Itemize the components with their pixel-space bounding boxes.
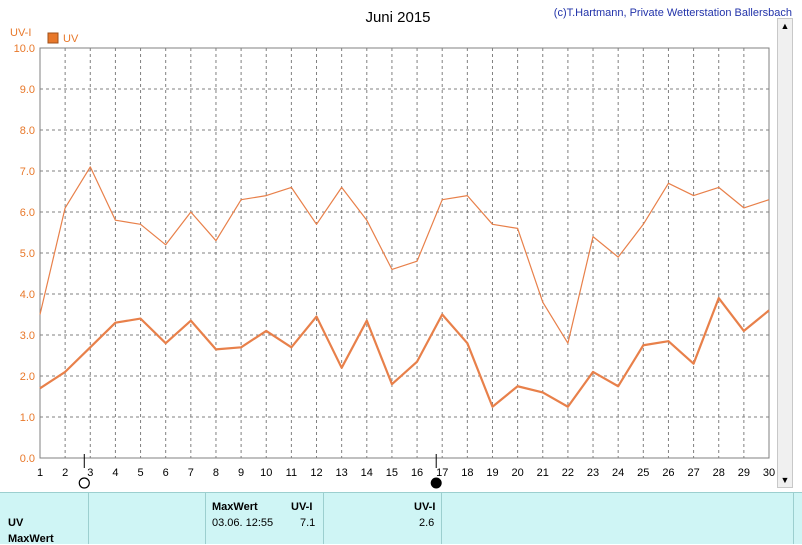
y-axis-ticks: 0.0 1.0 2.0 3.0 4.0 5.0 6.0 7.0 8.0 9.0 10.0 [14,43,35,465]
y-tick-label: 10.0 [14,43,35,55]
x-tick-label: 18 [461,467,473,479]
x-tick-label: 10 [260,467,272,479]
x-tick-label: 9 [238,467,244,479]
x-tick-label: 25 [637,467,649,479]
x-tick-label: 24 [612,467,624,479]
panel-divider [205,493,206,544]
scroll-down-icon[interactable]: ▼ [780,475,790,485]
copyright-text: (c)T.Hartmann, Private Wetterstation Bal… [554,7,792,19]
y-tick-label: 2.0 [20,371,35,383]
x-tick-label: 14 [361,467,373,479]
vertical-scrollbar[interactable]: ▲ ▼ [777,18,793,488]
y-tick-label: 4.0 [20,289,35,301]
y-tick-label: 9.0 [20,84,35,96]
x-tick-label: 6 [163,467,169,479]
legend-label: UV [63,33,79,45]
x-tick-label: 13 [336,467,348,479]
x-tick-label: 20 [511,467,523,479]
x-tick-label: 7 [188,467,194,479]
panel-divider [323,493,324,544]
legend-swatch [48,33,58,43]
panel-divider [88,493,89,544]
filled-circle-marker [431,478,441,488]
x-tick-label: 17 [436,467,448,479]
scroll-up-icon[interactable]: ▲ [780,21,790,31]
x-tick-label: 27 [687,467,699,479]
x-tick-label: 4 [112,467,118,479]
unit-header-current: UV-I [414,501,435,513]
row-label-uv: UV [8,517,23,529]
y-tick-label: 5.0 [20,248,35,260]
x-tick-label: 16 [411,467,423,479]
y-tick-label: 0.0 [20,453,35,465]
unit-header-max: UV-I [291,501,312,513]
y-tick-label: 8.0 [20,125,35,137]
x-tick-label: 8 [213,467,219,479]
y-tick-label: 3.0 [20,330,35,342]
x-tick-label: 3 [87,467,93,479]
x-tick-label: 22 [562,467,574,479]
panel-divider [441,493,442,544]
x-tick-label: 21 [537,467,549,479]
x-tick-label: 15 [386,467,398,479]
x-tick-label: 30 [763,467,775,479]
info-panel: MaxWert UV-I UV-I UV 03.06. 12:55 7.1 2.… [0,492,802,544]
open-circle-marker [79,478,89,488]
row-label-maxwert: MaxWert [8,533,54,545]
x-tick-label: 28 [713,467,725,479]
chart-title: Juni 2015 [365,9,430,26]
max-header: MaxWert [212,501,258,513]
y-tick-label: 1.0 [20,412,35,424]
y-tick-label: 6.0 [20,207,35,219]
x-tick-label: 26 [662,467,674,479]
chart-grid [40,48,769,458]
max-time: 03.06. 12:55 [212,517,273,529]
x-tick-label: 23 [587,467,599,479]
max-value: 7.1 [300,517,315,529]
x-tick-label: 19 [486,467,498,479]
y-tick-label: 7.0 [20,166,35,178]
x-tick-label: 2 [62,467,68,479]
y-axis-label: UV-I [10,27,31,39]
x-tick-label: 1 [37,467,43,479]
x-tick-label: 29 [738,467,750,479]
current-value: 2.6 [419,517,434,529]
x-tick-label: 5 [137,467,143,479]
x-tick-label: 11 [286,467,297,479]
x-tick-label: 12 [310,467,322,479]
panel-divider [793,493,794,544]
